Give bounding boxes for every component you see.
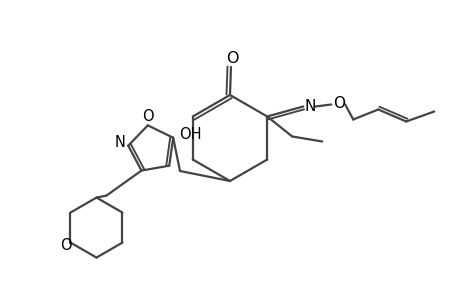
Text: OH: OH — [179, 127, 202, 142]
Text: O: O — [225, 50, 238, 65]
Text: O: O — [332, 96, 345, 111]
Text: N: N — [304, 99, 315, 114]
Text: O: O — [142, 109, 153, 124]
Text: N: N — [115, 135, 125, 150]
Text: O: O — [60, 238, 71, 253]
